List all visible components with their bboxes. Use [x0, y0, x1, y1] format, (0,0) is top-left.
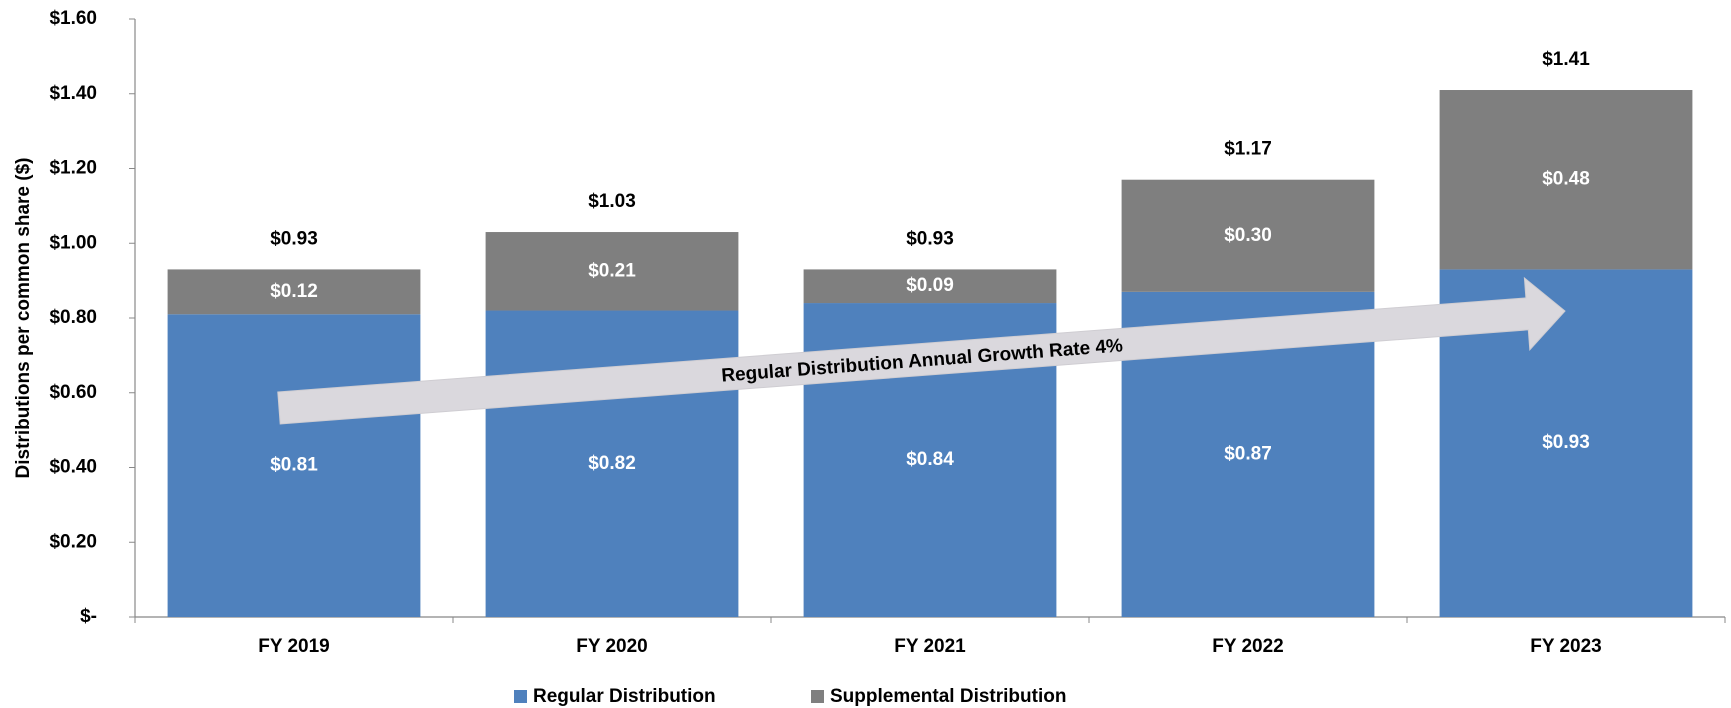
- x-tick-label: FY 2021: [894, 636, 966, 657]
- total-label: $1.17: [1224, 139, 1272, 160]
- bar-segment: [167, 314, 421, 617]
- value-label: $0.09: [906, 275, 954, 296]
- legend-label: Supplemental Distribution: [830, 686, 1066, 707]
- y-tick-label: $1.40: [49, 83, 97, 104]
- y-tick-label: $0.40: [49, 457, 97, 478]
- bar-segment: [167, 269, 421, 315]
- x-tick-label: FY 2020: [576, 636, 647, 657]
- legend-swatch: [811, 690, 824, 703]
- y-axis-label: Distributions per common share ($): [13, 158, 34, 479]
- x-tick-label: FY 2022: [1212, 636, 1283, 657]
- value-label: $0.82: [588, 453, 636, 474]
- x-tick-label: FY 2023: [1530, 636, 1601, 657]
- y-tick-label: $1.00: [49, 232, 97, 253]
- total-label: $1.41: [1542, 49, 1590, 70]
- legend-swatch: [514, 690, 527, 703]
- bar-segment: [485, 232, 739, 311]
- y-tick-label: $-: [80, 606, 97, 627]
- value-label: $0.81: [270, 455, 318, 476]
- value-label: $0.21: [588, 260, 636, 281]
- total-label: $0.93: [270, 228, 318, 249]
- bar-segment: [1121, 179, 1375, 292]
- value-label: $0.93: [1542, 432, 1590, 453]
- bar-segment: [803, 269, 1057, 304]
- y-tick-label: $1.60: [49, 8, 97, 29]
- total-label: $0.93: [906, 228, 954, 249]
- value-label: $0.84: [906, 449, 954, 470]
- x-tick-label: FY 2019: [258, 636, 329, 657]
- arrow-shape: [277, 276, 1566, 425]
- y-tick-label: $1.20: [49, 158, 97, 179]
- y-tick-label: $0.80: [49, 307, 97, 328]
- total-label: $1.03: [588, 191, 636, 212]
- y-tick-label: $0.60: [49, 382, 97, 403]
- value-label: $0.30: [1224, 225, 1272, 246]
- value-label: $0.12: [270, 281, 318, 302]
- bar-segment: [1439, 90, 1693, 270]
- value-label: $0.48: [1542, 169, 1590, 190]
- y-tick-label: $0.20: [49, 531, 97, 552]
- value-label: $0.87: [1224, 443, 1272, 464]
- legend-label: Regular Distribution: [533, 686, 716, 707]
